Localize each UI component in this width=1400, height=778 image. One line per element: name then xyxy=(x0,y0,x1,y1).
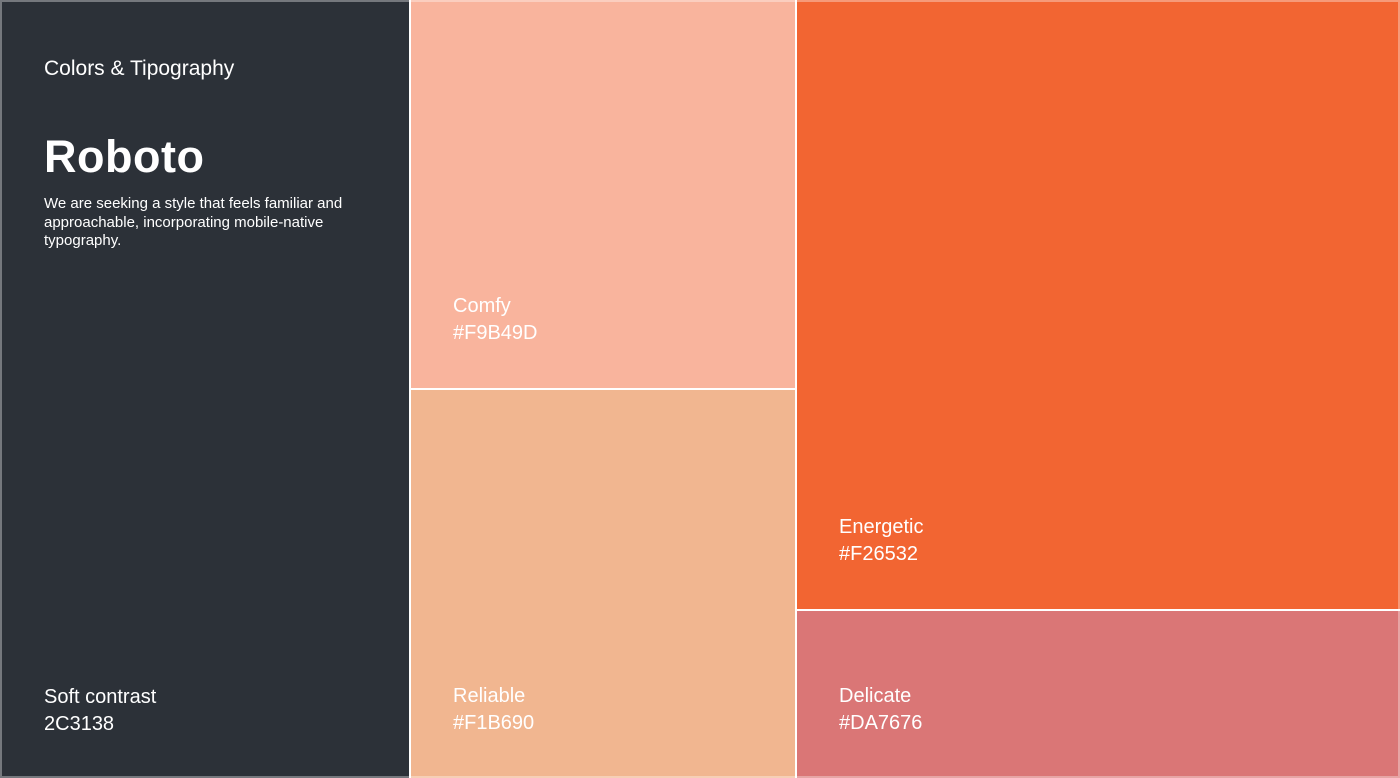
swatch-reliable-label: Reliable #F1B690 xyxy=(453,683,775,737)
swatch-reliable-name: Reliable xyxy=(453,685,526,707)
font-description-line-3: typography. xyxy=(44,232,122,249)
swatch-comfy-name: Comfy xyxy=(453,295,511,317)
swatch-comfy: Comfy #F9B49D xyxy=(411,0,795,388)
section-heading: Colors & Tipography xyxy=(44,57,235,80)
swatch-energetic-label: Energetic #F26532 xyxy=(839,514,1380,568)
font-description-line-2: approachable, incorporating mobile-nativ… xyxy=(44,213,324,231)
swatch-column-right: Energetic #F26532 Delicate #DA7676 xyxy=(797,0,1400,778)
swatch-comfy-label: Comfy #F9B49D xyxy=(453,293,775,347)
panel-color-code: 2C3138 xyxy=(44,713,115,735)
font-description-line-1: We are seeking a style that feels famili… xyxy=(44,195,343,212)
font-description: We are seeking a style that feels famili… xyxy=(44,195,376,251)
swatch-comfy-code: #F9B49D xyxy=(453,322,538,344)
swatch-energetic-code: #F26532 xyxy=(839,543,918,565)
swatch-energetic: Energetic #F26532 xyxy=(797,0,1400,609)
font-name-title: Roboto xyxy=(44,131,205,182)
swatch-delicate-code: #DA7676 xyxy=(839,712,923,734)
swatch-delicate: Delicate #DA7676 xyxy=(797,611,1400,778)
swatch-energetic-name: Energetic xyxy=(839,516,924,538)
panel-color-name: Soft contrast xyxy=(44,686,157,708)
typography-panel: Colors & Tipography Roboto We are seekin… xyxy=(0,0,409,778)
swatch-delicate-name: Delicate xyxy=(839,685,912,707)
swatch-delicate-label: Delicate #DA7676 xyxy=(839,683,1380,737)
swatch-reliable-code: #F1B690 xyxy=(453,712,535,734)
swatch-reliable: Reliable #F1B690 xyxy=(411,390,795,778)
typography-panel-content: Colors & Tipography Roboto We are seekin… xyxy=(44,56,379,251)
panel-color-label: Soft contrast 2C3138 xyxy=(44,684,379,738)
swatch-column-middle: Comfy #F9B49D Reliable #F1B690 xyxy=(411,0,795,778)
